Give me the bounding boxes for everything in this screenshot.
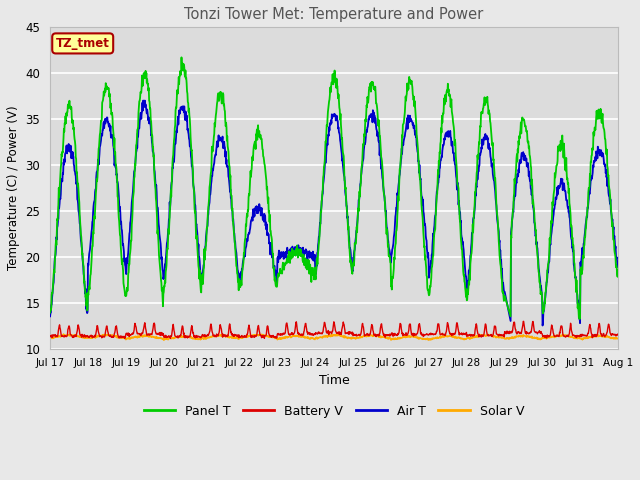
Title: Tonzi Tower Met: Temperature and Power: Tonzi Tower Met: Temperature and Power	[184, 7, 484, 22]
Y-axis label: Temperature (C) / Power (V): Temperature (C) / Power (V)	[7, 106, 20, 270]
Legend: Panel T, Battery V, Air T, Solar V: Panel T, Battery V, Air T, Solar V	[139, 399, 529, 422]
Text: TZ_tmet: TZ_tmet	[56, 37, 109, 50]
X-axis label: Time: Time	[319, 374, 349, 387]
